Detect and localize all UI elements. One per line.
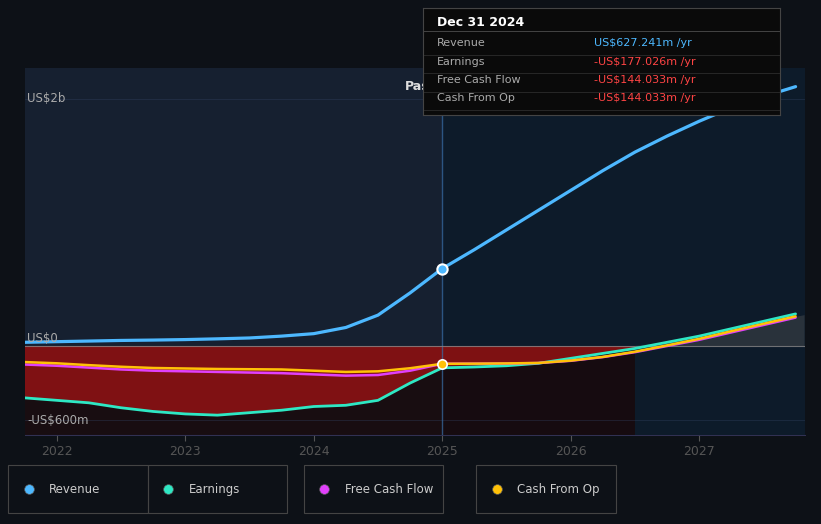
Text: -US$144.033m /yr: -US$144.033m /yr — [594, 75, 695, 85]
Bar — [443, 68, 805, 435]
Point — [436, 265, 449, 273]
Text: Past: Past — [406, 81, 436, 93]
Text: Cash From Op: Cash From Op — [437, 93, 515, 103]
Text: Earnings: Earnings — [437, 57, 485, 67]
Text: Earnings: Earnings — [189, 483, 241, 496]
Bar — [25, 68, 443, 435]
Text: Free Cash Flow: Free Cash Flow — [437, 75, 521, 85]
Text: Revenue: Revenue — [437, 38, 486, 48]
Text: US$2b: US$2b — [27, 93, 66, 105]
Text: Dec 31 2024: Dec 31 2024 — [437, 16, 525, 29]
Text: US$0: US$0 — [27, 332, 58, 345]
Point — [436, 359, 449, 368]
Text: Analysts Forecasts: Analysts Forecasts — [448, 81, 565, 93]
Text: -US$177.026m /yr: -US$177.026m /yr — [594, 57, 696, 67]
Text: Revenue: Revenue — [49, 483, 101, 496]
Text: US$627.241m /yr: US$627.241m /yr — [594, 38, 692, 48]
Text: -US$600m: -US$600m — [27, 413, 89, 427]
Text: Free Cash Flow: Free Cash Flow — [345, 483, 433, 496]
Text: Cash From Op: Cash From Op — [517, 483, 599, 496]
Text: -US$144.033m /yr: -US$144.033m /yr — [594, 93, 695, 103]
